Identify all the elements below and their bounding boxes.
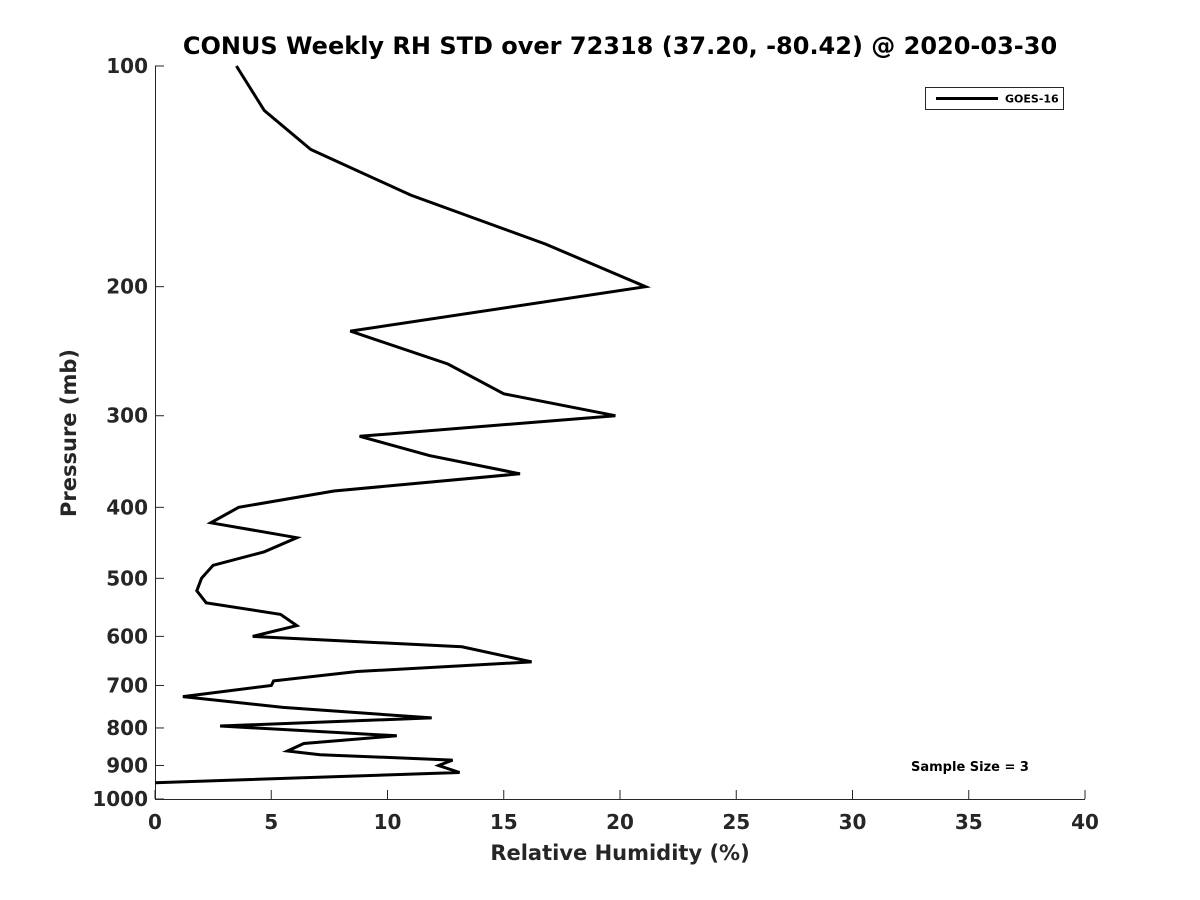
- x-tick-label: 35: [955, 810, 983, 834]
- x-axis-label: Relative Humidity (%): [490, 841, 749, 865]
- x-tick-label: 10: [374, 810, 402, 834]
- series-group: [154, 65, 652, 785]
- x-axis-ticks: 0 5 10 15 20 25 30 35 40: [148, 790, 1099, 834]
- y-tick-label: 900: [106, 753, 148, 777]
- y-tick-label: 1000: [92, 787, 148, 811]
- y-tick-label: 800: [106, 716, 148, 740]
- legend-label: GOES-16: [1005, 93, 1059, 106]
- y-axis-ticks: 100 200 300 400 500 600 700 800 900 1000: [92, 54, 164, 811]
- y-tick-label: 600: [106, 624, 148, 648]
- x-tick-label: 30: [839, 810, 867, 834]
- sample-size-annotation: Sample Size = 3: [911, 760, 1029, 775]
- x-tick-label: 5: [264, 810, 278, 834]
- x-tick-label: 15: [490, 810, 518, 834]
- legend: GOES-16: [925, 87, 1064, 110]
- y-tick-label: 100: [106, 54, 148, 78]
- chart-title: CONUS Weekly RH STD over 72318 (37.20, -…: [183, 32, 1057, 60]
- x-tick-label: 25: [722, 810, 750, 834]
- y-axis-label: Pressure (mb): [57, 349, 81, 517]
- series-line: [154, 65, 652, 785]
- y-tick-label: 700: [106, 673, 148, 697]
- y-tick-label: 300: [106, 404, 148, 428]
- x-tick-label: 0: [148, 810, 162, 834]
- y-tick-label: 500: [106, 566, 148, 590]
- x-tick-label: 40: [1071, 810, 1099, 834]
- y-tick-label: 200: [106, 275, 148, 299]
- y-tick-label: 400: [106, 495, 148, 519]
- x-tick-label: 20: [606, 810, 634, 834]
